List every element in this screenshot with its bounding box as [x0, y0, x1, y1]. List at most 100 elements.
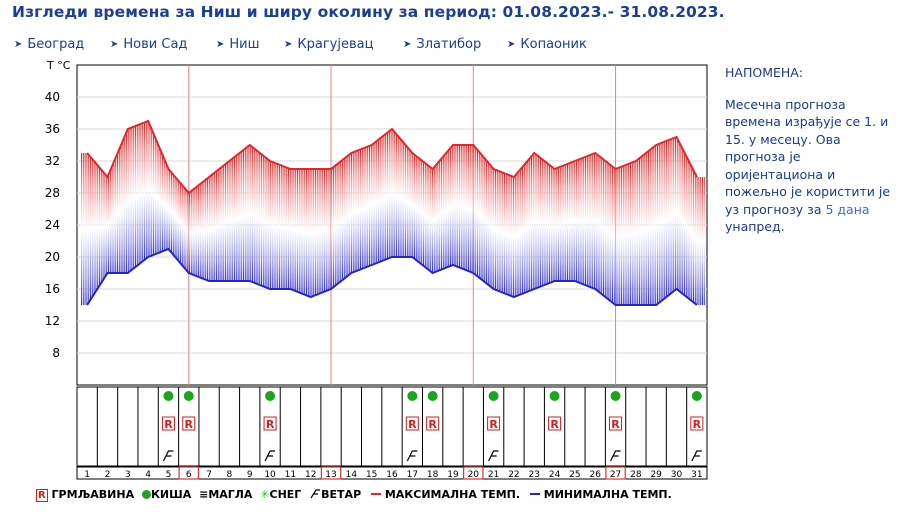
temp-band-stripe: [477, 149, 478, 276]
temp-band-stripe: [397, 135, 399, 257]
temp-band-stripe: [446, 152, 448, 268]
temp-band-stripe: [336, 164, 338, 285]
day-number: 31: [691, 470, 702, 480]
temp-band-stripe: [527, 161, 529, 292]
temp-band-stripe: [194, 188, 196, 276]
sunday-marker: [320, 466, 342, 480]
temp-band-stripe: [536, 154, 538, 289]
legend-snow: СНЕГ: [269, 488, 302, 501]
sunday-marker: [605, 466, 626, 480]
nav-link-5[interactable]: ➤ Златибор: [403, 37, 481, 52]
temp-band-stripe: [369, 146, 370, 267]
nav-link-6[interactable]: ➤ Копаоник: [507, 37, 587, 52]
temp-band-stripe: [401, 140, 403, 257]
temp-band-stripe: [343, 158, 345, 279]
temp-band-stripe: [448, 150, 450, 267]
temp-band-stripe: [583, 157, 585, 285]
thunder-icon: [161, 416, 175, 431]
temp-band-stripe: [421, 159, 423, 264]
temp-band-stripe: [201, 182, 203, 279]
temp-band-stripe: [451, 146, 453, 266]
temp-band-stripe: [93, 160, 95, 295]
temp-band-stripe: [279, 164, 280, 289]
rain-icon: [265, 391, 276, 401]
temp-band-stripe: [149, 124, 151, 257]
y-tick-label: 28: [45, 186, 60, 200]
temp-band-stripe: [223, 165, 225, 281]
temp-band-stripe: [516, 173, 518, 296]
temp-band-stripe: [630, 163, 631, 305]
temp-band-stripe: [462, 145, 464, 269]
temp-band-stripe: [599, 156, 601, 293]
nav-link-2[interactable]: ➤ Нови Сад: [110, 37, 187, 52]
temp-band-stripe: [651, 148, 653, 305]
day-number: 14: [346, 470, 358, 480]
wind-icon: [162, 450, 174, 462]
temp-band-stripe: [221, 167, 223, 281]
temp-band-stripe: [298, 169, 300, 293]
temp-band-stripe: [424, 162, 426, 267]
temp-band-stripe: [378, 140, 379, 263]
temp-band-stripe: [153, 132, 154, 256]
temp-band-stripe: [144, 122, 145, 261]
temp-band-stripe: [288, 168, 289, 289]
temp-band-stripe: [178, 180, 180, 261]
temp-band-stripe: [163, 158, 165, 251]
temp-band-stripe: [639, 158, 640, 305]
temp-band-stripe: [322, 169, 324, 293]
temp-band-stripe: [381, 137, 383, 262]
temp-band-stripe: [482, 155, 484, 281]
wind-icon: [691, 450, 702, 462]
temp-band-stripe: [399, 137, 401, 257]
temp-band-stripe: [558, 167, 559, 281]
note-text-before: Месечна прогноза времена израђује се 1. …: [725, 96, 891, 217]
temp-band-stripe: [187, 191, 189, 272]
temp-band-stripe: [648, 151, 649, 305]
temp-band-stripe: [595, 153, 597, 290]
nav-link-3[interactable]: ➤ Ниш: [216, 37, 260, 52]
temp-band-stripe: [523, 165, 525, 294]
day-number: 16: [386, 470, 398, 480]
temp-band-stripe: [156, 141, 158, 254]
rain-icon: [691, 391, 702, 401]
temp-band-stripe: [174, 176, 176, 257]
temp-band-stripe: [329, 169, 331, 290]
temp-band-stripe: [205, 180, 207, 280]
temp-band-stripe: [250, 145, 252, 282]
nav-link-1[interactable]: ➤ Београд: [14, 37, 84, 52]
temp-band-stripe: [268, 159, 270, 289]
temp-band-stripe: [333, 167, 334, 288]
temp-band-stripe: [667, 140, 669, 296]
temp-band-stripe: [216, 171, 217, 281]
temp-band-stripe: [442, 157, 444, 270]
min-line-icon: [529, 493, 540, 495]
temp-band-stripe: [122, 141, 124, 273]
y-tick-label: 16: [45, 282, 60, 296]
temp-band-stripe: [367, 146, 369, 267]
thunder-icon: [487, 416, 501, 431]
nav-link-label: Златибор: [416, 37, 482, 52]
temp-band-stripe: [237, 154, 239, 281]
temp-band-stripe: [228, 161, 230, 281]
temp-band-stripe: [405, 144, 406, 257]
temp-band-stripe: [457, 145, 459, 267]
thunder-letter: R: [611, 418, 620, 431]
temp-band-stripe: [387, 132, 388, 259]
temp-band-stripe: [210, 175, 212, 281]
temp-band-stripe: [628, 164, 630, 305]
temp-band-stripe: [280, 165, 282, 289]
temp-band-stripe: [412, 152, 414, 257]
rain-icon: [183, 391, 194, 401]
temp-band-stripe: [693, 169, 694, 302]
temp-band-stripe: [273, 162, 275, 289]
day-number: 10: [264, 470, 276, 480]
temp-band-stripe: [325, 169, 327, 292]
sunday-marker: [463, 466, 484, 480]
temp-band-stripe: [180, 182, 181, 263]
temp-band-stripe: [84, 153, 86, 305]
temp-band-stripe: [340, 161, 342, 282]
nav-link-4[interactable]: ➤ Крагујевац: [284, 37, 373, 52]
temp-band-stripe: [615, 168, 617, 305]
note-panel: НАПОМЕНА: Месечна прогноза времена израђ…: [725, 64, 895, 236]
